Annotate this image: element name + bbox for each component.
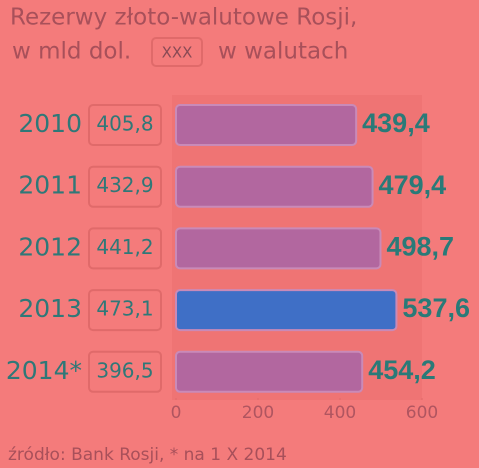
value-label: 454,2 bbox=[368, 355, 436, 385]
x-tick-label: 600 bbox=[406, 403, 438, 423]
currency-value: 405,8 bbox=[96, 112, 153, 136]
bar bbox=[175, 350, 364, 393]
source-note: źródło: Bank Rosji, * na 1 X 2014 bbox=[8, 445, 287, 465]
value-label: 439,4 bbox=[362, 108, 430, 138]
bar bbox=[175, 227, 382, 270]
currency-box bbox=[88, 104, 162, 146]
y-tick-label: 2010 bbox=[18, 109, 82, 138]
legend-key-box bbox=[151, 37, 203, 67]
x-tick-label: 0 bbox=[171, 403, 182, 423]
currency-box bbox=[88, 350, 162, 393]
y-tick-label: 2011 bbox=[18, 171, 82, 200]
value-label: 498,7 bbox=[386, 232, 454, 262]
currency-box bbox=[88, 227, 162, 270]
bar bbox=[175, 104, 358, 146]
y-tick-label: 2014* bbox=[6, 356, 82, 385]
chart-subtitle: w mld dol. bbox=[12, 39, 131, 65]
currency-box bbox=[88, 165, 162, 208]
bar bbox=[175, 289, 398, 332]
currency-value: 473,1 bbox=[96, 297, 153, 321]
x-tick-label: 400 bbox=[324, 403, 356, 423]
value-label: 537,6 bbox=[402, 293, 470, 323]
currency-value: 396,5 bbox=[96, 358, 153, 382]
value-label: 479,4 bbox=[379, 170, 447, 200]
x-tick-label: 200 bbox=[242, 403, 274, 423]
currency-box bbox=[88, 289, 162, 332]
y-tick-label: 2013 bbox=[18, 294, 82, 323]
y-tick-label: 2012 bbox=[18, 232, 82, 261]
currency-value: 441,2 bbox=[96, 235, 153, 259]
chart-title: Rezerwy złoto-walutowe Rosji, bbox=[10, 5, 357, 31]
legend-label: w walutach bbox=[218, 39, 348, 65]
legend-key: XXX bbox=[162, 44, 193, 62]
bar bbox=[175, 165, 374, 208]
currency-value: 432,9 bbox=[96, 173, 153, 197]
